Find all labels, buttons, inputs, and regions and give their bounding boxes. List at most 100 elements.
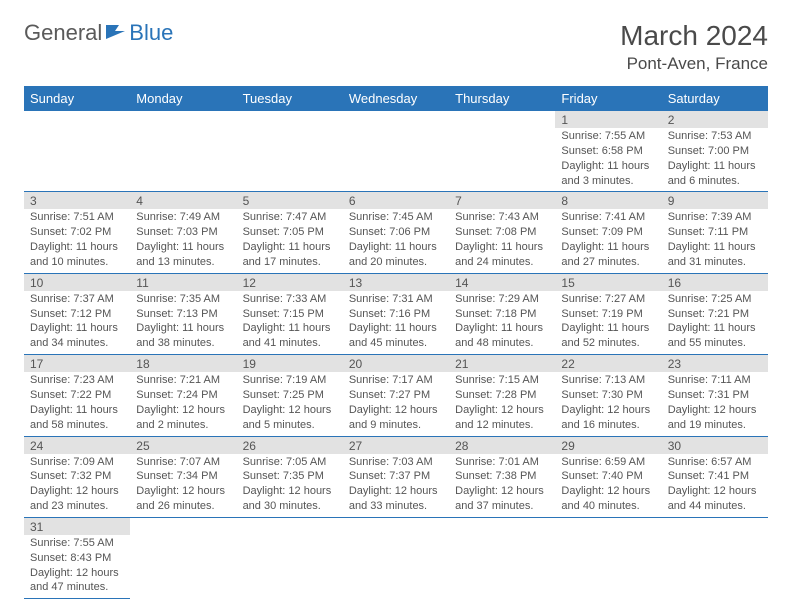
detail-line: Sunset: 7:12 PM — [30, 307, 124, 322]
day-number: 18 — [130, 355, 236, 372]
detail-line: Sunrise: 7:47 AM — [243, 210, 337, 225]
calendar-cell — [662, 517, 768, 598]
detail-line: Sunset: 7:41 PM — [668, 469, 762, 484]
dow-tuesday: Tuesday — [237, 86, 343, 111]
detail-line: and 33 minutes. — [349, 499, 443, 514]
detail-line: Sunrise: 6:59 AM — [561, 455, 655, 470]
day-details: Sunrise: 7:47 AMSunset: 7:05 PMDaylight:… — [237, 209, 343, 272]
day-details: Sunrise: 7:27 AMSunset: 7:19 PMDaylight:… — [555, 291, 661, 354]
detail-line: Sunrise: 7:29 AM — [455, 292, 549, 307]
detail-line: and 30 minutes. — [243, 499, 337, 514]
detail-line: Sunrise: 7:11 AM — [668, 373, 762, 388]
detail-line: and 27 minutes. — [561, 255, 655, 270]
calendar-cell — [449, 111, 555, 192]
detail-line: Daylight: 11 hours — [455, 321, 549, 336]
day-details: Sunrise: 7:21 AMSunset: 7:24 PMDaylight:… — [130, 372, 236, 435]
dow-thursday: Thursday — [449, 86, 555, 111]
detail-line: and 58 minutes. — [30, 418, 124, 433]
day-number: 31 — [24, 518, 130, 535]
day-number: 10 — [24, 274, 130, 291]
detail-line: Daylight: 12 hours — [243, 484, 337, 499]
detail-line: Sunset: 7:06 PM — [349, 225, 443, 240]
detail-line: Sunrise: 7:35 AM — [136, 292, 230, 307]
calendar-cell: 13Sunrise: 7:31 AMSunset: 7:16 PMDayligh… — [343, 273, 449, 354]
detail-line: Sunrise: 7:03 AM — [349, 455, 443, 470]
calendar-cell: 28Sunrise: 7:01 AMSunset: 7:38 PMDayligh… — [449, 436, 555, 517]
detail-line: Sunrise: 7:05 AM — [243, 455, 337, 470]
dow-row: Sunday Monday Tuesday Wednesday Thursday… — [24, 86, 768, 111]
detail-line: Sunset: 7:32 PM — [30, 469, 124, 484]
calendar-cell: 30Sunrise: 6:57 AMSunset: 7:41 PMDayligh… — [662, 436, 768, 517]
day-number: 16 — [662, 274, 768, 291]
detail-line: and 26 minutes. — [136, 499, 230, 514]
calendar-cell: 22Sunrise: 7:13 AMSunset: 7:30 PMDayligh… — [555, 355, 661, 436]
calendar-cell — [449, 517, 555, 598]
calendar-cell: 16Sunrise: 7:25 AMSunset: 7:21 PMDayligh… — [662, 273, 768, 354]
calendar-cell: 20Sunrise: 7:17 AMSunset: 7:27 PMDayligh… — [343, 355, 449, 436]
detail-line: Daylight: 11 hours — [561, 159, 655, 174]
day-details: Sunrise: 7:07 AMSunset: 7:34 PMDaylight:… — [130, 454, 236, 517]
calendar-cell: 2Sunrise: 7:53 AMSunset: 7:00 PMDaylight… — [662, 111, 768, 192]
day-number: 7 — [449, 192, 555, 209]
detail-line: and 19 minutes. — [668, 418, 762, 433]
detail-line: Daylight: 12 hours — [561, 484, 655, 499]
calendar-row: 31Sunrise: 7:55 AMSunset: 8:43 PMDayligh… — [24, 517, 768, 598]
calendar-cell: 29Sunrise: 6:59 AMSunset: 7:40 PMDayligh… — [555, 436, 661, 517]
calendar-cell: 19Sunrise: 7:19 AMSunset: 7:25 PMDayligh… — [237, 355, 343, 436]
detail-line: Daylight: 12 hours — [349, 403, 443, 418]
detail-line: Sunset: 7:09 PM — [561, 225, 655, 240]
calendar-cell — [343, 111, 449, 192]
day-details: Sunrise: 7:05 AMSunset: 7:35 PMDaylight:… — [237, 454, 343, 517]
detail-line: Sunrise: 7:25 AM — [668, 292, 762, 307]
day-number: 29 — [555, 437, 661, 454]
detail-line: Sunset: 7:18 PM — [455, 307, 549, 322]
detail-line: Sunrise: 7:23 AM — [30, 373, 124, 388]
location-label: Pont-Aven, France — [620, 54, 768, 74]
day-details: Sunrise: 7:35 AMSunset: 7:13 PMDaylight:… — [130, 291, 236, 354]
flag-icon — [105, 24, 127, 40]
calendar-cell — [130, 111, 236, 192]
detail-line: and 55 minutes. — [668, 336, 762, 351]
day-details: Sunrise: 7:45 AMSunset: 7:06 PMDaylight:… — [343, 209, 449, 272]
detail-line: Sunrise: 7:21 AM — [136, 373, 230, 388]
day-details: Sunrise: 7:17 AMSunset: 7:27 PMDaylight:… — [343, 372, 449, 435]
calendar-cell: 5Sunrise: 7:47 AMSunset: 7:05 PMDaylight… — [237, 192, 343, 273]
day-details: Sunrise: 7:29 AMSunset: 7:18 PMDaylight:… — [449, 291, 555, 354]
calendar-cell: 7Sunrise: 7:43 AMSunset: 7:08 PMDaylight… — [449, 192, 555, 273]
detail-line: Daylight: 11 hours — [243, 321, 337, 336]
day-number: 28 — [449, 437, 555, 454]
day-details: Sunrise: 7:49 AMSunset: 7:03 PMDaylight:… — [130, 209, 236, 272]
calendar-cell — [555, 517, 661, 598]
calendar-cell: 3Sunrise: 7:51 AMSunset: 7:02 PMDaylight… — [24, 192, 130, 273]
calendar-cell — [237, 517, 343, 598]
calendar-cell: 11Sunrise: 7:35 AMSunset: 7:13 PMDayligh… — [130, 273, 236, 354]
detail-line: and 5 minutes. — [243, 418, 337, 433]
dow-monday: Monday — [130, 86, 236, 111]
detail-line: Sunset: 7:35 PM — [243, 469, 337, 484]
calendar-cell: 6Sunrise: 7:45 AMSunset: 7:06 PMDaylight… — [343, 192, 449, 273]
detail-line: Sunset: 7:16 PM — [349, 307, 443, 322]
day-details: Sunrise: 7:37 AMSunset: 7:12 PMDaylight:… — [24, 291, 130, 354]
detail-line: Daylight: 11 hours — [136, 321, 230, 336]
detail-line: Sunset: 7:25 PM — [243, 388, 337, 403]
day-number: 22 — [555, 355, 661, 372]
day-details: Sunrise: 7:53 AMSunset: 7:00 PMDaylight:… — [662, 128, 768, 191]
day-details: Sunrise: 7:11 AMSunset: 7:31 PMDaylight:… — [662, 372, 768, 435]
day-details: Sunrise: 7:43 AMSunset: 7:08 PMDaylight:… — [449, 209, 555, 272]
detail-line: Daylight: 11 hours — [30, 403, 124, 418]
detail-line: Sunset: 7:24 PM — [136, 388, 230, 403]
detail-line: and 10 minutes. — [30, 255, 124, 270]
calendar-cell: 15Sunrise: 7:27 AMSunset: 7:19 PMDayligh… — [555, 273, 661, 354]
calendar-cell: 17Sunrise: 7:23 AMSunset: 7:22 PMDayligh… — [24, 355, 130, 436]
dow-wednesday: Wednesday — [343, 86, 449, 111]
detail-line: and 12 minutes. — [455, 418, 549, 433]
day-number: 9 — [662, 192, 768, 209]
detail-line: and 38 minutes. — [136, 336, 230, 351]
detail-line: Sunset: 7:21 PM — [668, 307, 762, 322]
day-details: Sunrise: 7:15 AMSunset: 7:28 PMDaylight:… — [449, 372, 555, 435]
day-number: 27 — [343, 437, 449, 454]
calendar-row: 17Sunrise: 7:23 AMSunset: 7:22 PMDayligh… — [24, 355, 768, 436]
detail-line: Sunrise: 7:51 AM — [30, 210, 124, 225]
month-title: March 2024 — [620, 20, 768, 52]
detail-line: Sunrise: 7:19 AM — [243, 373, 337, 388]
